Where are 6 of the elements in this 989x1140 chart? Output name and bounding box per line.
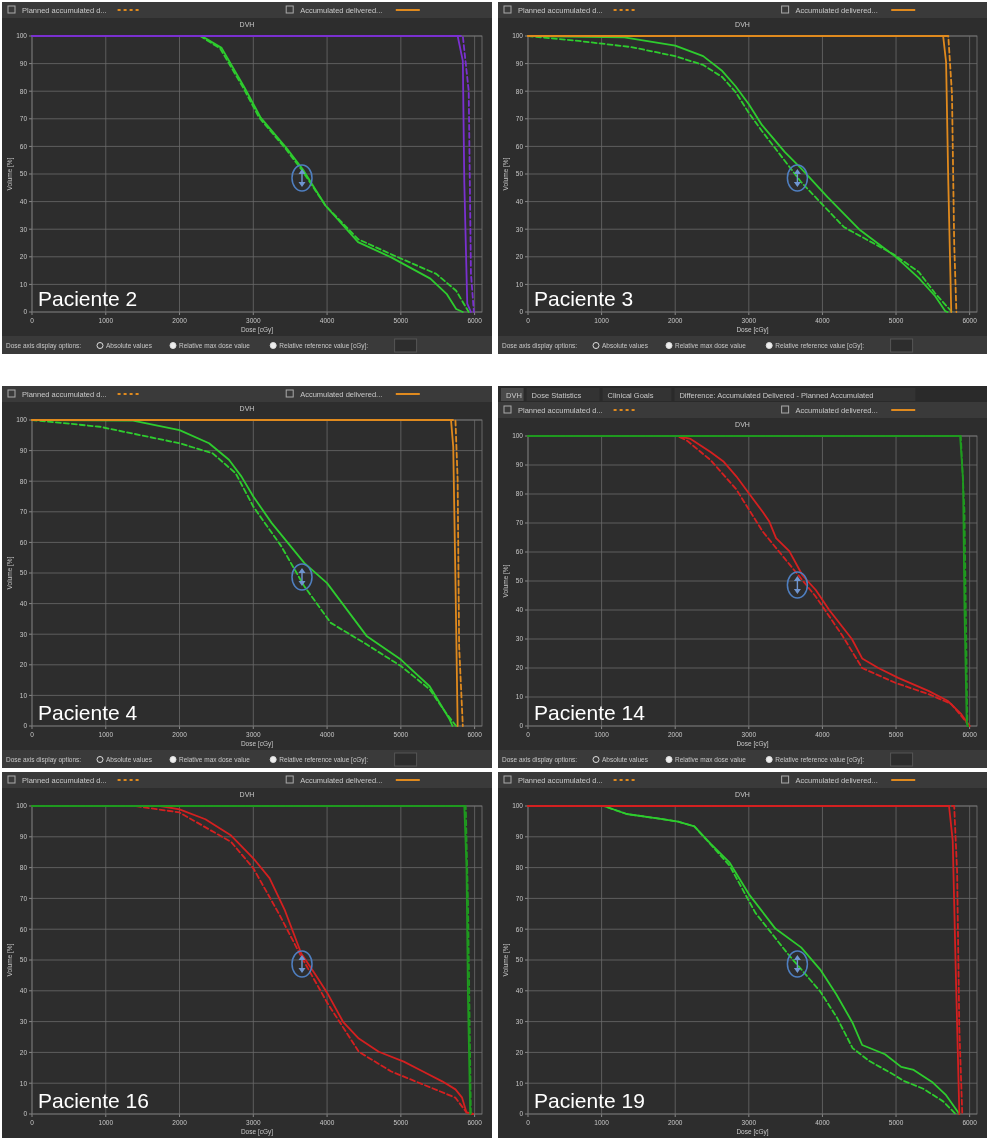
annotation: Paciente 14: [534, 701, 646, 724]
annotation: Paciente 4: [38, 701, 138, 724]
annotation: Paciente 19: [534, 1089, 645, 1112]
annotation: Paciente 3: [534, 287, 634, 310]
annotation: Paciente 16: [38, 1089, 149, 1112]
annotation: Paciente 2: [38, 287, 138, 310]
